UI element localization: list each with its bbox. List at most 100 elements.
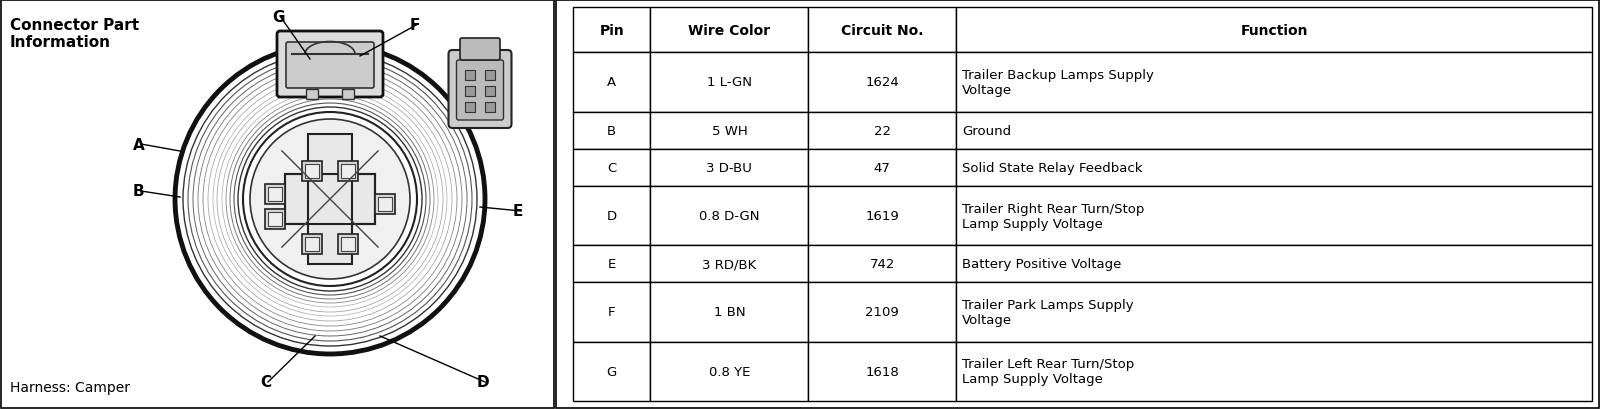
Bar: [269, 213, 282, 227]
Text: C: C: [259, 375, 270, 389]
Bar: [808, 53, 957, 112]
FancyBboxPatch shape: [307, 135, 352, 264]
Bar: [651, 342, 808, 401]
Bar: [341, 237, 355, 252]
Bar: [374, 195, 395, 214]
Bar: [466, 87, 475, 97]
Bar: [269, 188, 282, 202]
Bar: [573, 8, 651, 53]
Bar: [651, 149, 808, 187]
Text: 1624: 1624: [866, 76, 899, 89]
Bar: [808, 149, 957, 187]
Text: Ground: Ground: [962, 124, 1011, 137]
Bar: [573, 149, 651, 187]
FancyBboxPatch shape: [285, 175, 374, 225]
Text: Trailer Backup Lamps Supply
Voltage: Trailer Backup Lamps Supply Voltage: [962, 69, 1154, 97]
Text: 742: 742: [869, 258, 894, 271]
Text: E: E: [608, 258, 616, 271]
Bar: [573, 342, 651, 401]
Bar: [957, 342, 1592, 401]
FancyBboxPatch shape: [286, 43, 374, 89]
FancyBboxPatch shape: [456, 61, 504, 121]
Bar: [378, 198, 392, 211]
Text: 1 L-GN: 1 L-GN: [707, 76, 752, 89]
Text: B: B: [606, 124, 616, 137]
Bar: [957, 245, 1592, 283]
Bar: [808, 8, 957, 53]
Text: Battery Positive Voltage: Battery Positive Voltage: [962, 258, 1122, 271]
Bar: [338, 162, 358, 182]
Bar: [957, 8, 1592, 53]
Text: 0.8 D-GN: 0.8 D-GN: [699, 209, 760, 222]
Text: 1618: 1618: [866, 365, 899, 378]
Text: Trailer Left Rear Turn/Stop
Lamp Supply Voltage: Trailer Left Rear Turn/Stop Lamp Supply …: [962, 357, 1134, 385]
Bar: [466, 103, 475, 113]
Bar: [651, 8, 808, 53]
Text: Pin: Pin: [600, 24, 624, 38]
Bar: [957, 187, 1592, 245]
Bar: [338, 234, 358, 254]
Bar: [651, 187, 808, 245]
Bar: [573, 187, 651, 245]
Bar: [573, 245, 651, 283]
Bar: [573, 283, 651, 342]
Bar: [573, 112, 651, 149]
Bar: [341, 164, 355, 179]
Bar: [307, 135, 352, 264]
Bar: [651, 283, 808, 342]
Bar: [808, 283, 957, 342]
Circle shape: [250, 120, 410, 279]
Bar: [651, 53, 808, 112]
Text: 1 BN: 1 BN: [714, 306, 746, 319]
Text: A: A: [133, 137, 144, 152]
FancyBboxPatch shape: [461, 39, 499, 61]
Bar: [266, 184, 285, 204]
Bar: [651, 112, 808, 149]
Bar: [266, 209, 285, 229]
Text: Trailer Right Rear Turn/Stop
Lamp Supply Voltage: Trailer Right Rear Turn/Stop Lamp Supply…: [962, 202, 1144, 230]
Bar: [342, 90, 354, 100]
Text: F: F: [608, 306, 616, 319]
Text: 22: 22: [874, 124, 891, 137]
Text: F: F: [410, 18, 421, 32]
Text: Function: Function: [1240, 24, 1307, 38]
Bar: [302, 162, 322, 182]
Bar: [808, 342, 957, 401]
Bar: [957, 53, 1592, 112]
Text: 2109: 2109: [866, 306, 899, 319]
Text: 5 WH: 5 WH: [712, 124, 747, 137]
Text: G: G: [606, 365, 618, 378]
Text: Connector Part
Information: Connector Part Information: [10, 18, 139, 50]
Text: B: B: [133, 184, 144, 199]
Bar: [302, 234, 322, 254]
Bar: [485, 71, 494, 81]
Text: G: G: [272, 9, 285, 25]
Bar: [485, 103, 494, 113]
Bar: [808, 245, 957, 283]
Bar: [808, 112, 957, 149]
Text: C: C: [606, 162, 616, 174]
Bar: [285, 175, 374, 225]
Text: A: A: [606, 76, 616, 89]
FancyBboxPatch shape: [277, 32, 382, 98]
Bar: [466, 71, 475, 81]
Bar: [957, 112, 1592, 149]
Text: 47: 47: [874, 162, 891, 174]
Text: 3 RD/BK: 3 RD/BK: [702, 258, 757, 271]
Text: Circuit No.: Circuit No.: [842, 24, 923, 38]
Text: 1619: 1619: [866, 209, 899, 222]
Bar: [957, 149, 1592, 187]
Bar: [306, 90, 318, 100]
Text: Trailer Park Lamps Supply
Voltage: Trailer Park Lamps Supply Voltage: [962, 298, 1134, 326]
Text: D: D: [477, 375, 490, 389]
Bar: [306, 237, 318, 252]
Text: Wire Color: Wire Color: [688, 24, 771, 38]
Bar: [485, 87, 494, 97]
Text: D: D: [606, 209, 616, 222]
Bar: [651, 245, 808, 283]
Bar: [808, 187, 957, 245]
Text: E: E: [514, 204, 523, 219]
Bar: [306, 164, 318, 179]
Bar: [957, 283, 1592, 342]
Text: Harness: Camper: Harness: Camper: [10, 380, 130, 394]
